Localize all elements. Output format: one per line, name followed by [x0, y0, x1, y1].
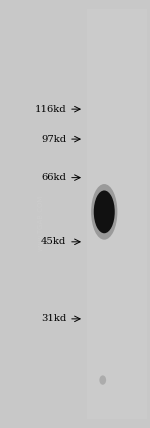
Text: 45kd: 45kd [41, 237, 66, 247]
Text: 66kd: 66kd [41, 173, 66, 182]
Ellipse shape [94, 190, 115, 233]
Text: 97kd: 97kd [41, 134, 66, 144]
Ellipse shape [99, 375, 106, 385]
Text: 116kd: 116kd [34, 104, 66, 114]
Ellipse shape [91, 184, 117, 240]
Text: 31kd: 31kd [41, 314, 66, 324]
Text: www.TGAB.COM: www.TGAB.COM [38, 194, 44, 251]
Bar [87, 9, 147, 419]
